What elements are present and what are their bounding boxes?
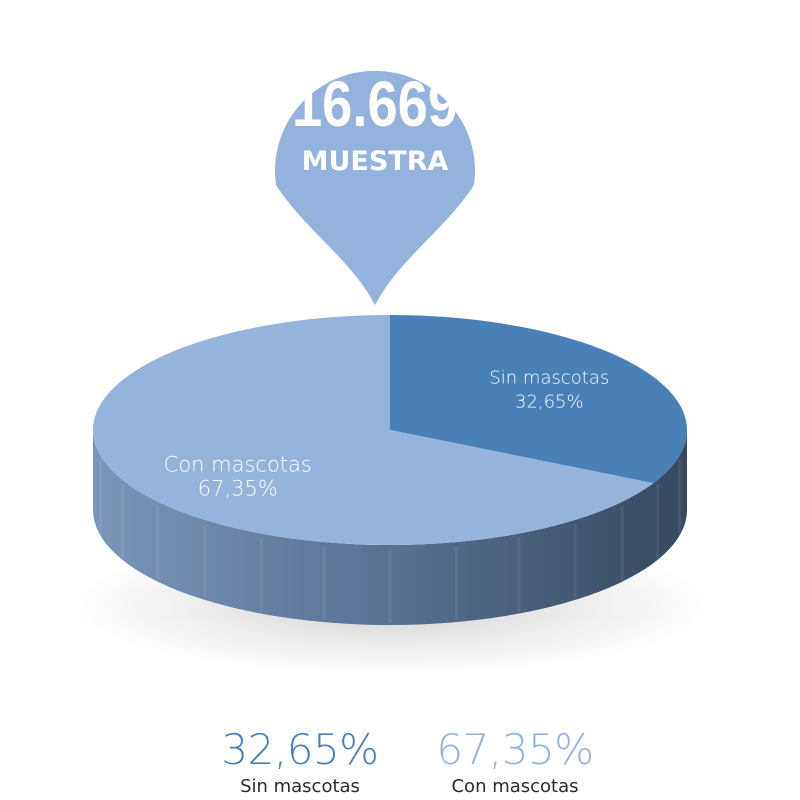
pie-slices [93,315,687,545]
pie-slice-con-mascotas [93,315,654,545]
sample-label: MUESTRA [302,146,449,177]
slice-value: 67,35% [198,476,278,500]
legend-value: 32,65% [221,725,379,774]
pin-marker-shape [275,70,475,305]
pie-side-streaks [98,459,682,623]
pie-slice-sin-mascotas [390,315,687,484]
slice-label: Con mascotas [164,452,312,476]
legend-item-con-mascotas: 67,35% Con mascotas [420,728,610,798]
legend-item-sin-mascotas: 32,65% Con mascotas Sin mascotas [205,728,395,798]
sample-pin: 16.669 MUESTRA [275,68,475,305]
legend-value: 67,35% [436,725,594,774]
slice-value: 32,65% [515,391,584,412]
sample-count: 16.669 [292,68,458,140]
legend-label: Sin mascotas [240,776,360,797]
pie-side-wall [93,430,687,625]
slice-label: Sin mascotas [489,367,609,388]
legend-label: Con mascotas [451,776,579,797]
